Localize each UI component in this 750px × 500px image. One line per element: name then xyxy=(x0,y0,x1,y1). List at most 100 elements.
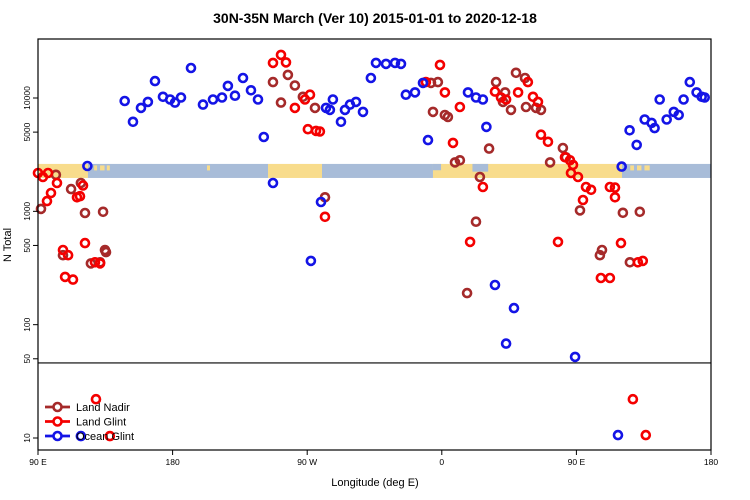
land-glint-point xyxy=(512,87,524,98)
legend-item-ocean-glint: Ocean Glint xyxy=(45,430,134,443)
ocean-glint-point xyxy=(185,62,197,74)
land-nadir-point xyxy=(634,206,646,218)
land-glint-point xyxy=(522,76,534,88)
ocean-glint-point xyxy=(477,94,489,105)
ocean-glint-point xyxy=(175,92,187,103)
y-tick-label: 1000 xyxy=(22,202,32,221)
ocean-glint-point xyxy=(370,57,382,69)
ocean-glint-point xyxy=(400,89,412,100)
land-nadir-point xyxy=(35,203,47,215)
land-glint-point xyxy=(615,237,627,249)
x-axis-title: Longitude (deg E) xyxy=(331,477,418,489)
ocean-glint-point xyxy=(127,116,139,128)
land-nadir-point xyxy=(275,97,287,108)
land-nadir-point xyxy=(470,216,482,227)
land-nadir-point xyxy=(617,207,629,219)
land-nadir-point xyxy=(100,246,112,258)
land-glint-point xyxy=(495,92,507,103)
land-glint-point xyxy=(41,195,53,207)
x-tick-label: 180 xyxy=(704,457,718,467)
land-glint-point xyxy=(89,256,101,268)
band-island xyxy=(630,165,634,171)
ocean-glint-point xyxy=(149,75,161,87)
ocean-glint-point xyxy=(357,106,369,118)
land-glint-point xyxy=(94,258,106,269)
x-tick-label: 0 xyxy=(439,457,444,467)
land-glint-point xyxy=(77,180,89,191)
legend-label: Land Glint xyxy=(76,417,126,429)
band-island xyxy=(636,165,642,171)
y-tick-label: 500 xyxy=(22,238,32,252)
land-nadir-point xyxy=(596,244,608,256)
ocean-glint-point xyxy=(380,58,392,70)
band-ocean-segment xyxy=(87,163,269,178)
land-glint-point xyxy=(275,49,287,61)
land-glint-point xyxy=(595,272,607,284)
x-tick-label: 90 E xyxy=(29,457,47,467)
land-nadir-point xyxy=(510,67,522,79)
ocean-glint-point xyxy=(569,351,581,363)
ocean-glint-point xyxy=(229,90,241,101)
land-glint-point xyxy=(532,96,544,108)
ocean-glint-point xyxy=(197,99,209,110)
ocean-glint-point xyxy=(169,97,181,108)
land-nadir-point xyxy=(505,104,517,116)
land-nadir-point xyxy=(557,142,569,154)
legend-label: Land Nadir xyxy=(76,402,130,414)
ocean-glint-point xyxy=(699,92,711,103)
legend-label: Ocean Glint xyxy=(76,431,134,443)
y-tick-label: 100 xyxy=(22,317,32,331)
ocean-glint-point xyxy=(409,87,421,98)
land-nadir-point xyxy=(461,287,473,299)
land-nadir-point xyxy=(427,106,439,118)
band-island xyxy=(644,165,650,171)
land-glint-point xyxy=(464,236,476,248)
scatter-points xyxy=(32,49,711,442)
band-ocean-segment xyxy=(622,163,711,178)
land-nadir-point xyxy=(530,102,542,114)
ocean-glint-point xyxy=(216,92,228,103)
band-land-segment xyxy=(268,163,323,178)
legend-item-land-nadir: Land Nadir xyxy=(45,401,130,414)
ocean-glint-point xyxy=(237,72,249,84)
ocean-glint-point xyxy=(395,58,407,70)
land-glint-point xyxy=(640,429,652,441)
land-glint-point xyxy=(577,194,589,206)
y-tick-label: 5000 xyxy=(22,122,32,141)
ocean-glint-point xyxy=(678,94,689,105)
ocean-glint-point xyxy=(315,196,327,208)
land-glint-point xyxy=(67,274,79,285)
land-glint-point xyxy=(79,237,91,249)
band-ocean-inlet xyxy=(432,163,442,171)
land-glint-point xyxy=(535,129,547,140)
ocean-glint-point xyxy=(508,302,520,314)
land-nadir-point xyxy=(97,206,109,218)
land-glint-point xyxy=(314,126,326,137)
land-glint-point xyxy=(62,249,74,261)
ocean-glint-point xyxy=(612,429,624,441)
ocean-glint-point xyxy=(327,94,339,105)
land-glint-point xyxy=(604,181,616,193)
ocean-glint-point xyxy=(500,338,512,349)
land-glint-point xyxy=(454,101,466,113)
ocean-glint-point xyxy=(661,114,673,125)
land-glint-point xyxy=(604,272,616,284)
ocean-glint-point xyxy=(135,102,147,114)
ocean-glint-point xyxy=(252,94,264,105)
land-nadir-point xyxy=(282,69,294,81)
ocean-glint-point xyxy=(616,161,628,172)
ocean-glint-point xyxy=(489,279,501,291)
land-glint-point xyxy=(572,171,584,183)
ocean-glint-point xyxy=(684,76,696,88)
land-glint-point xyxy=(299,94,311,105)
land-glint-point xyxy=(267,57,279,69)
band-island xyxy=(100,165,105,171)
x-tick-label: 90 W xyxy=(297,457,317,467)
land-nadir-point xyxy=(79,207,91,219)
land-glint-point xyxy=(447,137,459,149)
land-glint-point xyxy=(627,393,639,405)
land-glint-point xyxy=(609,182,621,193)
land-glint-point xyxy=(489,86,501,97)
